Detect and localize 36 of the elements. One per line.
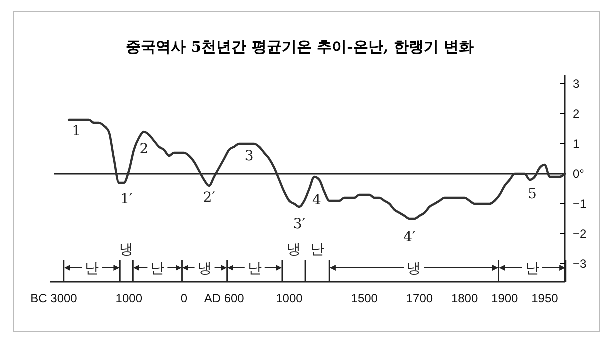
x-tick-label: 1700 [406,292,434,306]
x-tick-label: 1500 [351,292,378,306]
y-tick-label: −1 [573,196,588,211]
annotation: 1 [72,124,82,140]
x-tick-label: 1000 [276,292,304,306]
chart-title: 중국역사 5천년간 평균기온 추이-온난, 한랭기 변화 [126,38,474,56]
annotation: 3′ [293,216,306,233]
annotation: 난 [85,261,100,277]
y-tick-label: 2 [573,106,580,121]
annotation: 1′ [120,192,133,208]
annotation: 냉 [120,242,134,258]
y-tick-label: −3 [573,256,588,271]
annotation: 5 [528,186,537,203]
y-tick-label: 1 [573,136,580,151]
annotation: 난 [525,261,540,277]
x-tick-label: 1800 [451,292,478,306]
x-tick-label: 0 [180,292,188,306]
y-tick-label: 0° [573,166,585,181]
x-tick-label: 1950 [532,292,559,306]
annotation: 난 [248,261,262,277]
annotation: 냉 [407,261,422,277]
x-tick-label: AD 600 [204,292,245,306]
x-tick-label: BC 3000 [30,292,78,306]
annotation: 2 [140,142,149,158]
y-tick-label: 3 [573,76,580,91]
x-tick-label: 1900 [492,292,519,306]
annotation: 냉 [286,242,301,258]
annotation: 냉 [198,261,212,277]
annotation: 2′ [203,190,216,206]
annotation: 4′ [404,230,416,246]
annotation: 4 [312,192,322,209]
x-tick-label: 1000 [116,292,143,306]
annotation: 난 [150,261,165,277]
y-tick-label: −2 [573,226,588,241]
annotation: 난 [310,242,325,258]
annotation: 3 [244,148,254,165]
